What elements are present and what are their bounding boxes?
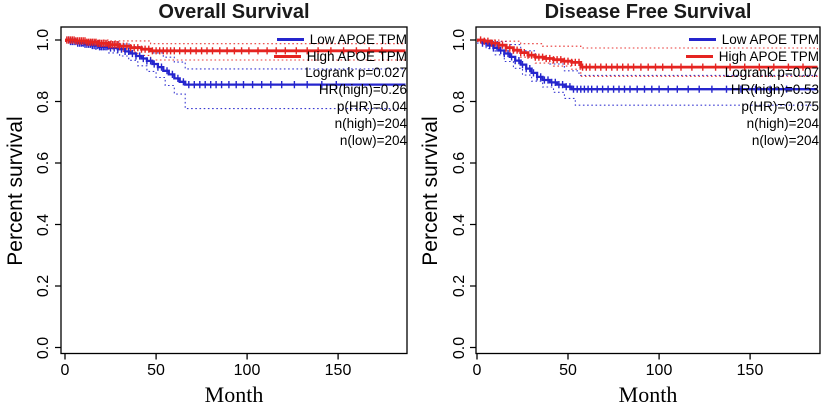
legend-label-low: Low APOE TPM xyxy=(309,31,407,47)
panel2-x-axis-label: Month xyxy=(618,382,678,407)
legend-stat-logrank: Logrank p=0.07 xyxy=(724,65,819,81)
legend-line-swatch-high xyxy=(273,54,301,58)
x-tick-label: 100 xyxy=(645,362,673,379)
x-tick-label: 100 xyxy=(233,362,261,379)
legend-stat-phr: p(HR)=0.04 xyxy=(336,99,407,115)
legend-line-swatch-low xyxy=(688,37,716,41)
x-tick-label: 150 xyxy=(324,362,352,379)
panel1-x-axis-label: Month xyxy=(204,382,264,407)
y-tick-label: 0.8 xyxy=(451,90,468,114)
plot-path xyxy=(481,39,788,93)
plot-path xyxy=(470,39,751,360)
x-tick-label: 0 xyxy=(472,362,482,379)
panel1-title: Overall Survival xyxy=(158,1,310,23)
legend-stat-nhigh: n(high)=204 xyxy=(746,115,819,131)
y-tick-label: 0.4 xyxy=(451,213,468,237)
legend-item-high-apoe: High APOE TPM xyxy=(273,48,407,65)
legend-item-low-apoe: Low APOE TPM xyxy=(688,31,819,48)
legend-label-high: High APOE TPM xyxy=(718,48,819,64)
legend-line-swatch-high xyxy=(685,54,713,58)
legend-label-high: High APOE TPM xyxy=(306,48,407,64)
panel2-y-axis-label: Percent survival xyxy=(419,116,442,266)
legend-stat-nhigh: n(high)=204 xyxy=(334,115,407,131)
legend-line-swatch-low xyxy=(276,37,304,41)
y-tick-label: 0.6 xyxy=(35,151,52,175)
plot-path xyxy=(66,36,383,55)
legend-stat-nlow: n(low)=204 xyxy=(751,132,819,148)
y-tick-label: 0.2 xyxy=(35,274,52,298)
y-tick-label: 0.6 xyxy=(451,151,468,175)
y-tick-label: 1.0 xyxy=(35,28,52,52)
legend-stat-hr: HR(high)=0.26 xyxy=(318,82,407,98)
panel1-y-axis-label: Percent survival xyxy=(4,116,27,266)
x-tick-label: 150 xyxy=(736,362,764,379)
x-tick-label: 0 xyxy=(60,362,70,379)
legend-stat-hr: HR(high)=0.53 xyxy=(730,82,819,98)
x-tick-label: 50 xyxy=(147,362,165,379)
y-tick-label: 0.2 xyxy=(451,274,468,298)
y-tick-label: 0.8 xyxy=(35,90,52,114)
legend-stat-logrank: Logrank p=0.027 xyxy=(305,65,407,81)
x-tick-label: 50 xyxy=(559,362,577,379)
panel2-title: Disease Free Survival xyxy=(544,1,752,23)
plot-frame xyxy=(475,26,821,355)
legend-item-high-apoe: High APOE TPM xyxy=(685,48,819,65)
y-tick-label: 1.0 xyxy=(451,28,468,52)
legend-stat-phr: p(HR)=0.075 xyxy=(741,99,819,115)
plot-path xyxy=(479,36,804,71)
plot-path xyxy=(477,40,819,78)
panel2-legend: Low APOE TPM High APOE TPM Logrank p=0.0… xyxy=(685,31,819,149)
legend-stat-nlow: n(low)=204 xyxy=(339,132,407,148)
plot-frame xyxy=(60,26,408,355)
y-tick-label: 0.4 xyxy=(35,213,52,237)
plot-path xyxy=(55,39,339,360)
legend-label-low: Low APOE TPM xyxy=(721,31,819,47)
legend-item-low-apoe: Low APOE TPM xyxy=(276,31,407,48)
panel1-legend: Low APOE TPM High APOE TPM Logrank p=0.0… xyxy=(273,31,407,149)
